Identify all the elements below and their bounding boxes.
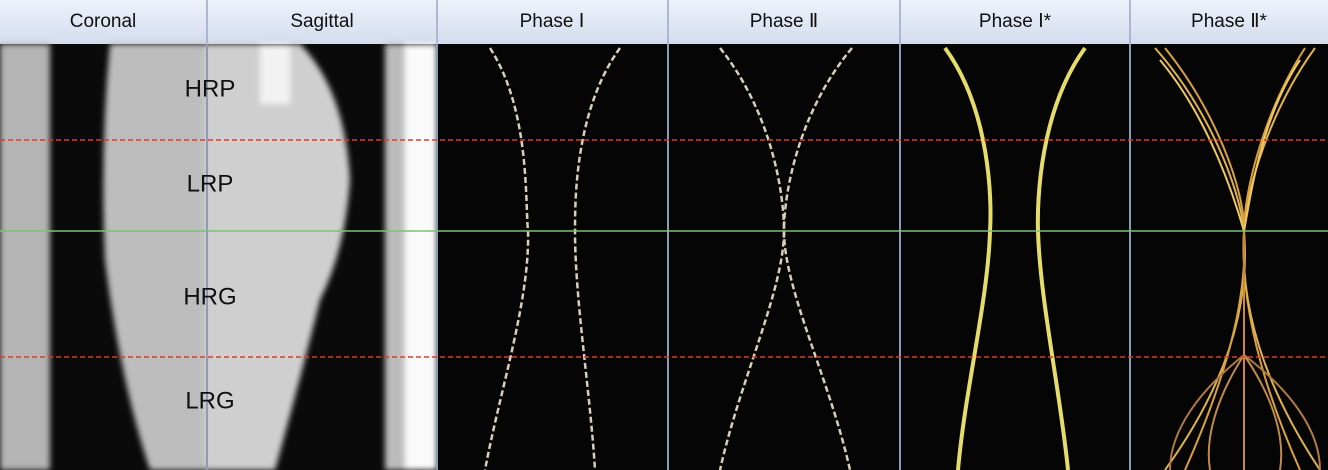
region-label: HRG <box>183 283 236 310</box>
header-label: Phase Ⅱ* <box>1191 11 1268 32</box>
header-label: Sagittal <box>290 11 353 32</box>
header-bar <box>0 0 1328 44</box>
header-label: Coronal <box>70 11 137 32</box>
region-label: HRP <box>185 75 236 102</box>
header-label: Phase Ⅱ <box>750 11 819 32</box>
header-label: Phase Ⅰ <box>520 11 585 32</box>
header-label: Phase Ⅰ* <box>979 11 1052 32</box>
region-label: LRG <box>185 387 234 414</box>
region-label: LRP <box>187 170 234 197</box>
figure: Coronal Sagittal Phase Ⅰ Phase Ⅱ Phase Ⅰ… <box>0 0 1328 470</box>
